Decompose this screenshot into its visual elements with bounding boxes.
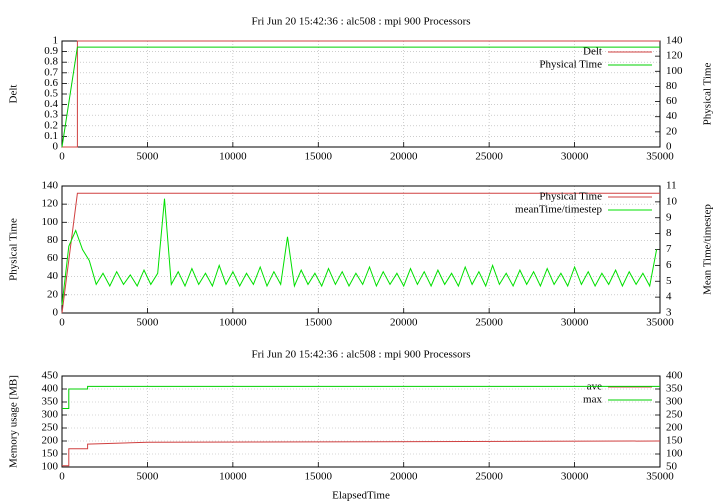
x-tick-label: 0: [59, 151, 65, 163]
y2-tick-label: 100: [666, 65, 683, 77]
y-tick-label: 0: [53, 307, 59, 319]
y2-tick-label: 80: [666, 80, 678, 92]
y2-tick-label: 140: [666, 35, 683, 47]
x-tick-label: 10000: [219, 151, 247, 163]
x-tick-label: 25000: [475, 151, 503, 163]
chart-title: Fri Jun 20 15:42:36 : alc508 : mpi 900 P…: [251, 16, 470, 28]
x-tick-label: 0: [59, 471, 65, 483]
y-tick-label: 0.4: [44, 98, 58, 110]
y2-tick-label: 50: [666, 461, 678, 473]
legend-label: max: [583, 394, 602, 406]
y-tick-label: 100: [42, 461, 59, 473]
x-tick-label: 30000: [561, 151, 589, 163]
x-tick-label: 0: [59, 317, 65, 329]
x-tick-label: 20000: [390, 151, 418, 163]
series-line: [62, 40, 660, 148]
chart-title: Fri Jun 20 15:42:36 : alc508 : mpi 900 P…: [251, 349, 470, 361]
y2-axis-label: Mean Time/timestep: [702, 204, 714, 295]
series-line: [61, 192, 660, 314]
legend-label: meanTime/timestep: [515, 204, 602, 216]
y-tick-label: 80: [47, 234, 59, 246]
plot-frame: [61, 40, 661, 148]
x-tick-label: 15000: [305, 151, 333, 163]
x-tick-label: 5000: [136, 471, 159, 483]
y2-tick-label: 4: [666, 291, 672, 303]
legend-label: Physical Time: [539, 59, 602, 71]
y2-tick-label: 200: [666, 422, 683, 434]
series-line: [61, 46, 660, 148]
x-tick-label: 35000: [646, 317, 674, 329]
y-tick-label: 150: [42, 448, 59, 460]
y2-tick-label: 0: [666, 141, 672, 153]
y-tick-label: 1: [53, 35, 59, 47]
y-tick-label: 140: [42, 180, 59, 192]
plot-frame: [61, 185, 661, 314]
y2-tick-label: 100: [666, 448, 683, 460]
y-tick-label: 0.1: [44, 130, 58, 142]
y-tick-label: 0.9: [44, 45, 58, 57]
y2-tick-label: 40: [666, 110, 678, 122]
y-tick-label: 0.8: [44, 56, 58, 68]
x-tick-label: 5000: [136, 151, 159, 163]
y2-tick-label: 150: [666, 435, 683, 447]
series-line: [62, 440, 661, 467]
y2-tick-label: 350: [666, 383, 683, 395]
y-axis-label: Delt: [8, 85, 20, 104]
y-tick-label: 300: [42, 409, 59, 421]
x-tick-label: 30000: [561, 471, 589, 483]
y-tick-label: 200: [42, 435, 59, 447]
y-axis-label: Memory usage [MB]: [8, 375, 20, 468]
y-tick-label: 100: [42, 216, 59, 228]
x-tick-label: 30000: [561, 317, 589, 329]
y2-tick-label: 6: [666, 259, 672, 271]
x-tick-label: 35000: [646, 151, 674, 163]
y-tick-label: 250: [42, 422, 59, 434]
y2-tick-label: 8: [666, 227, 672, 239]
y-tick-label: 400: [42, 383, 59, 395]
y-tick-label: 350: [42, 396, 59, 408]
legend-label: Delt: [583, 46, 602, 58]
x-tick-label: 25000: [475, 471, 503, 483]
y2-tick-label: 9: [666, 211, 672, 223]
x-tick-label: 5000: [136, 317, 159, 329]
x-tick-label: 20000: [390, 471, 418, 483]
x-tick-label: 20000: [390, 317, 418, 329]
y-tick-label: 120: [42, 198, 59, 210]
y-axis-label: Physical Time: [8, 218, 20, 281]
y-tick-label: 0.3: [44, 109, 58, 121]
x-axis-label: ElapsedTime: [332, 490, 390, 502]
series-line: [61, 198, 658, 306]
x-tick-label: 10000: [219, 317, 247, 329]
y2-tick-label: 300: [666, 396, 683, 408]
y-tick-label: 40: [47, 270, 59, 282]
x-tick-label: 35000: [646, 471, 674, 483]
x-tick-label: 10000: [219, 471, 247, 483]
x-tick-label: 15000: [305, 317, 333, 329]
y2-tick-label: 20: [666, 125, 678, 137]
y-tick-label: 0: [53, 141, 59, 153]
legend-label: Physical Time: [539, 191, 602, 203]
x-tick-label: 15000: [305, 471, 333, 483]
plot-frame: [61, 375, 661, 468]
y-tick-label: 0.5: [44, 88, 58, 100]
y-tick-label: 450: [42, 370, 59, 382]
y2-tick-label: 10: [666, 195, 678, 207]
y2-tick-label: 5: [666, 275, 672, 287]
series-line: [62, 385, 660, 409]
y-tick-label: 20: [47, 288, 59, 300]
y2-tick-label: 7: [666, 243, 672, 255]
y-tick-label: 0.6: [44, 77, 58, 89]
y2-tick-label: 250: [666, 409, 683, 421]
y2-tick-label: 120: [666, 50, 683, 62]
y2-tick-label: 400: [666, 370, 683, 382]
y2-tick-label: 11: [666, 180, 677, 192]
y-tick-label: 0.2: [44, 119, 58, 131]
y2-tick-label: 60: [666, 95, 678, 107]
y-tick-label: 60: [47, 252, 59, 264]
y-tick-label: 0.7: [44, 66, 58, 78]
y2-tick-label: 3: [666, 307, 672, 319]
y2-axis-label: Physical Time: [702, 63, 714, 126]
x-tick-label: 25000: [475, 317, 503, 329]
